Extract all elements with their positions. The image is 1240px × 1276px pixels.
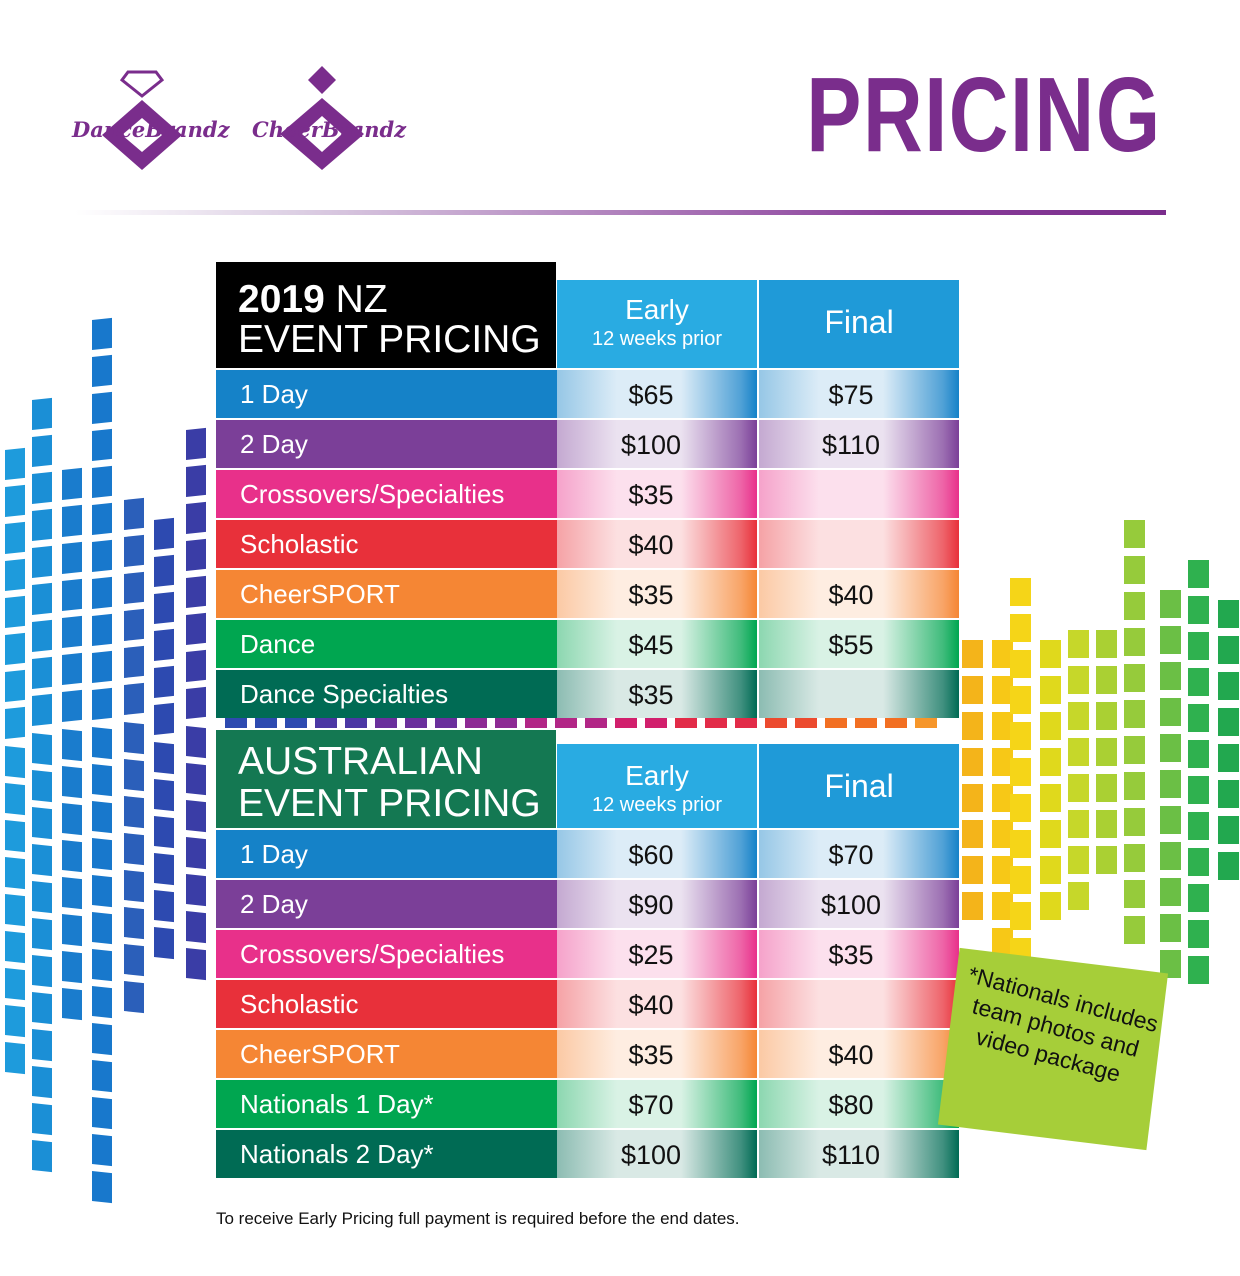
au-pricing-table: AUSTRALIAN EVENT PRICING Early 12 weeks … — [216, 730, 959, 1178]
final-price-cell: $35 — [759, 930, 959, 978]
row-label: Nationals 2 Day* — [216, 1130, 557, 1178]
table-title: AUSTRALIAN EVENT PRICING — [216, 730, 556, 828]
final-price-cell — [759, 980, 959, 1028]
nz-pricing-table: 2019 NZ EVENT PRICING Early 12 weeks pri… — [216, 262, 959, 718]
table-row: Dance $45 $55 — [216, 620, 959, 668]
final-price-cell: $80 — [759, 1080, 959, 1128]
final-price-cell: $110 — [759, 420, 959, 468]
final-price-cell: $100 — [759, 880, 959, 928]
final-price-cell: $75 — [759, 370, 959, 418]
early-sublabel: 12 weeks prior — [591, 794, 723, 816]
final-price-cell: $40 — [759, 1030, 959, 1078]
table-title-region: AUSTRALIAN — [238, 740, 483, 783]
table-row: 2 Day $100 $110 — [216, 420, 959, 468]
row-label: Dance — [216, 620, 557, 668]
header-divider — [75, 210, 1166, 215]
table-title-year: 2019 — [238, 278, 325, 321]
table-body: 1 Day $60 $70 2 Day $90 $100 Crossovers/Specia… — [216, 830, 959, 1178]
early-price-cell: $70 — [557, 1080, 757, 1128]
early-column-header: Early 12 weeks prior — [557, 744, 757, 828]
early-column-header: Early 12 weeks prior — [557, 280, 757, 368]
final-price-cell: $40 — [759, 570, 959, 618]
final-price-cell: $55 — [759, 620, 959, 668]
early-price-cell: $45 — [557, 620, 757, 668]
early-price-cell: $35 — [557, 670, 757, 718]
row-label: Scholastic — [216, 980, 557, 1028]
early-label: Early — [625, 294, 689, 325]
row-label: Nationals 1 Day* — [216, 1080, 557, 1128]
early-price-cell: $65 — [557, 370, 757, 418]
row-label: 1 Day — [216, 370, 557, 418]
dancebrandz-wordmark: DanceBrandz — [72, 117, 230, 142]
row-label: Crossovers/Specialties — [216, 470, 557, 518]
early-price-cell: $35 — [557, 570, 757, 618]
dancebrandz-logo: DanceBrandz — [72, 70, 230, 175]
early-sublabel: 12 weeks prior — [591, 328, 723, 350]
table-body: 1 Day $65 $75 2 Day $100 $110 Crossovers/Speci… — [216, 370, 959, 718]
final-column-header: Final — [759, 744, 959, 828]
early-price-cell: $100 — [557, 420, 757, 468]
cheerbrandz-logo: CheerBrandz — [250, 64, 406, 174]
early-price-cell: $35 — [557, 470, 757, 518]
table-row: Dance Specialties $35 — [216, 670, 959, 718]
table-title-region: NZ — [324, 278, 388, 321]
early-price-cell: $90 — [557, 880, 757, 928]
early-price-cell: $35 — [557, 1030, 757, 1078]
table-row: Crossovers/Specialties $25 $35 — [216, 930, 959, 978]
table-title-line2: EVENT PRICING — [238, 782, 541, 825]
row-label: Scholastic — [216, 520, 557, 568]
table-row: 1 Day $60 $70 — [216, 830, 959, 878]
early-label: Early — [625, 760, 689, 791]
nationals-note-text: *Nationals includes team photos and vide… — [965, 961, 1162, 1087]
row-label: 2 Day — [216, 420, 557, 468]
row-label: CheerSPORT — [216, 570, 557, 618]
table-row: 1 Day $65 $75 — [216, 370, 959, 418]
final-price-cell — [759, 470, 959, 518]
early-price-cell: $40 — [557, 520, 757, 568]
table-row: 2 Day $90 $100 — [216, 880, 959, 928]
row-label: Crossovers/Specialties — [216, 930, 557, 978]
early-price-cell: $40 — [557, 980, 757, 1028]
page-title: PRICING — [806, 56, 1162, 174]
row-label: 2 Day — [216, 880, 557, 928]
table-row: Nationals 1 Day* $70 $80 — [216, 1080, 959, 1128]
row-label: CheerSPORT — [216, 1030, 557, 1078]
row-label: Dance Specialties — [216, 670, 557, 718]
early-pricing-footnote: To receive Early Pricing full payment is… — [216, 1209, 740, 1228]
final-column-header: Final — [759, 280, 959, 368]
final-price-cell: $110 — [759, 1130, 959, 1178]
final-price-cell — [759, 670, 959, 718]
cheerbrandz-wordmark: CheerBrandz — [252, 117, 407, 142]
row-label: 1 Day — [216, 830, 557, 878]
final-price-cell — [759, 520, 959, 568]
table-header: 2019 NZ EVENT PRICING Early 12 weeks pri… — [216, 262, 959, 368]
final-label: Final — [824, 304, 894, 340]
final-price-cell: $70 — [759, 830, 959, 878]
table-title: 2019 NZ EVENT PRICING — [216, 262, 556, 368]
early-price-cell: $25 — [557, 930, 757, 978]
table-row: CheerSPORT $35 $40 — [216, 1030, 959, 1078]
table-title-line2: EVENT PRICING — [238, 318, 541, 361]
table-row: CheerSPORT $35 $40 — [216, 570, 959, 618]
table-row: Scholastic $40 — [216, 520, 959, 568]
table-header: AUSTRALIAN EVENT PRICING Early 12 weeks … — [216, 730, 959, 828]
final-label: Final — [824, 768, 894, 804]
early-price-cell: $100 — [557, 1130, 757, 1178]
nationals-note: *Nationals includes team photos and vide… — [937, 947, 1169, 1151]
table-row: Crossovers/Specialties $35 — [216, 470, 959, 518]
early-price-cell: $60 — [557, 830, 757, 878]
table-row: Nationals 2 Day* $100 $110 — [216, 1130, 959, 1178]
table-row: Scholastic $40 — [216, 980, 959, 1028]
